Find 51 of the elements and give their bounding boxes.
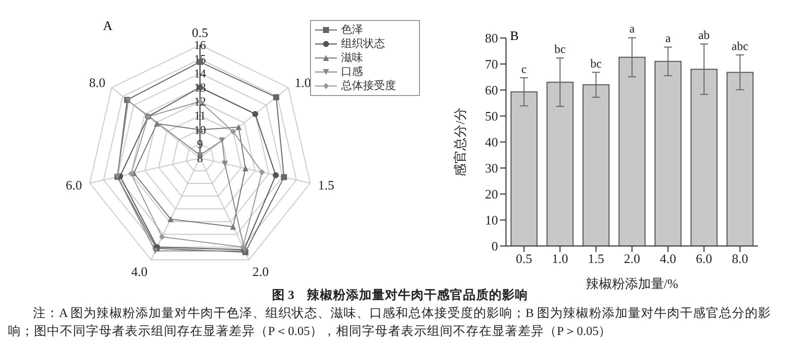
text: 注：A 图为辣椒粉添加量对牛肉干色泽、组织状态、滋味、口感和总体接受度的影响；B 图为辣椒粉添加量对牛肉干感官总分的影响；图中不同字母者表示组间存在显著差异（P＜0.05），相同字母者表示组间不存在显著差异（P＞0.05）	[8, 305, 772, 340]
y-tick-label: 13	[194, 80, 206, 94]
x-tick-label: 4.0	[660, 251, 676, 266]
spoke-label: 6.0	[66, 178, 82, 193]
x-axis-title: 辣椒粉添加量/%	[586, 276, 678, 291]
y-tick-label: 20	[485, 186, 498, 202]
bar	[690, 68, 718, 246]
bar	[654, 60, 682, 246]
y-axis-title: 感官总分/分	[452, 108, 468, 176]
y-tick-label: 30	[485, 160, 498, 176]
spoke-label: 2.0	[252, 264, 269, 280]
y-tick-label: 80	[485, 30, 498, 46]
y-tick-label: 70	[485, 56, 498, 72]
legend-label: 口感	[341, 65, 363, 79]
legend-label: 滋味	[341, 51, 363, 65]
bar	[726, 72, 754, 246]
bar	[618, 56, 646, 246]
y-tick-label: 10	[485, 212, 498, 228]
bar	[582, 84, 610, 246]
annotation: a	[629, 22, 636, 36]
annotation: abc	[732, 38, 748, 53]
bar	[510, 91, 538, 246]
spoke-label: 8.0	[89, 75, 106, 90]
x-tick-label: 6.0	[696, 251, 712, 266]
legend-label: 色泽	[341, 23, 363, 37]
y-tick-label: 40	[485, 134, 498, 150]
x-tick-label: 0.5	[516, 251, 532, 266]
annotation: c	[521, 62, 527, 76]
legend-label: 总体接受度	[341, 79, 396, 93]
spoke-label: 1.5	[318, 178, 334, 193]
bar	[546, 82, 574, 246]
spoke-label: 1.0	[294, 75, 311, 90]
y-tick-label: 0	[492, 238, 498, 254]
x-tick-label: 1.0	[552, 251, 568, 266]
y-tick-label: 16	[194, 38, 206, 52]
spoke-label: 4.0	[131, 264, 148, 280]
x-tick-label: 1.5	[588, 251, 604, 266]
caption: 图 3 辣椒粉添加量对牛肉干感官品质的影响	[272, 288, 528, 302]
annotation: bc	[590, 56, 602, 70]
annotation: ab	[698, 28, 710, 42]
x-tick-label: 2.0	[624, 251, 640, 266]
annotation: a	[665, 31, 672, 46]
y-tick-label: 60	[485, 82, 498, 98]
spoke-label: 0.5	[192, 25, 208, 40]
y-tick-label: 12	[194, 94, 206, 108]
legend-label: 组织状态	[341, 37, 385, 51]
chart-title: A	[103, 18, 112, 34]
x-tick-label: 8.0	[732, 251, 748, 266]
annotation: bc	[554, 42, 566, 56]
chart-title: B	[510, 28, 519, 44]
y-tick-label: 50	[485, 108, 498, 124]
